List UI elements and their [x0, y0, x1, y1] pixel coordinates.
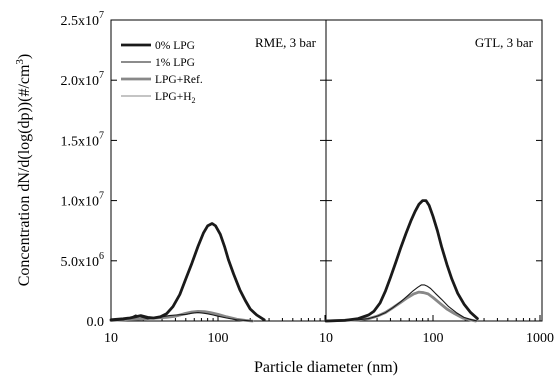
x-tick-label: 10: [104, 331, 118, 346]
series-line-gtl-0-lpg: [324, 199, 479, 323]
y-tick-label: 1.5x107: [61, 130, 105, 149]
legend: 0% LPG 1% LPG LPG+Ref. LPG+H2: [121, 40, 203, 105]
y-tick-label: 5.0x106: [61, 251, 105, 270]
series-line-gtl-lpg-ref: [324, 290, 478, 323]
legend-label: 0% LPG: [155, 40, 195, 52]
y-axis-title-main: Concentration dN/d(log(dp))(#/cm: [16, 64, 33, 286]
y-tick-label: 2.5x107: [61, 10, 105, 29]
left-panel-frame: [110, 19, 327, 322]
y-tick-label: 0.0: [87, 315, 105, 330]
x-axis: 10 100 10 100 1000: [104, 315, 554, 346]
legend-label: 1% LPG: [155, 57, 195, 69]
x-axis-title: Particle diameter (nm): [254, 359, 398, 376]
y-tick-label: 1.0x107: [61, 191, 105, 210]
series-line-gtl-lpg-h2: [325, 290, 477, 322]
right-panel-frame: [325, 19, 543, 322]
y-axis-title-end: ): [16, 54, 33, 59]
legend-label: LPG+Ref.: [155, 74, 203, 86]
y-axis-title-superscript: 3: [14, 59, 26, 65]
legend-label: LPG+H2: [155, 91, 196, 105]
panel-label-rme: RME, 3 bar: [255, 35, 317, 50]
series-layer: [109, 199, 479, 323]
x-tick-label: 100: [423, 331, 444, 346]
series-line-rme-0-lpg: [109, 222, 266, 322]
x-tick-label: 10: [319, 331, 333, 346]
y-axis-title: Concentration dN/d(log(dp))(#/cm3): [14, 54, 33, 287]
x-tick-label: 100: [208, 331, 229, 346]
y-axis: 0.0 5.0x106 1.0x107 1.5x107 2.0x107 2.5x107: [61, 10, 542, 330]
series-line-gtl-1-lpg: [325, 284, 478, 322]
x-tick-label: 1000: [526, 331, 554, 346]
y-tick-label: 2.0x107: [61, 70, 105, 89]
panel-label-gtl: GTL, 3 bar: [475, 35, 534, 50]
